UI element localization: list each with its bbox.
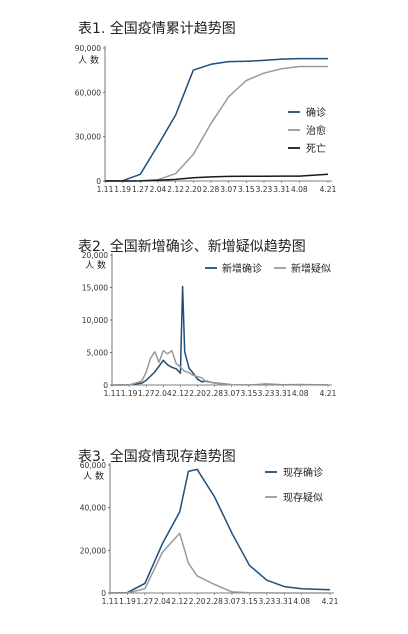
chart-current: 表3. 全国疫情现存趋势图 0 20,000 40,000 60,000 人 数 1.11… (0, 428, 408, 634)
y-tick-label: 15,000 (82, 284, 108, 293)
y-axis-label: 人 数 (85, 259, 106, 271)
y-tick-label: 30,000 (75, 133, 101, 142)
x-tick-label: 1.19 (114, 185, 131, 194)
chart-daily-new: 表2. 全国新增确诊、新增疑似趋势图 0 5,000 10,000 15,000 20,… (0, 218, 408, 418)
x-tick-label: 2.04 (154, 597, 171, 606)
series-line-2 (105, 173, 329, 182)
y-tick-label: 5,000 (87, 349, 109, 358)
y-tick-label: 0 (96, 177, 101, 186)
y-tick-label: 0 (101, 589, 106, 598)
y-tick-label: 60,000 (75, 88, 101, 97)
y-tick-label: 20,000 (80, 546, 106, 555)
x-tick-label: 3.23 (256, 185, 273, 194)
legend-label: 新增确诊 (222, 262, 262, 275)
y-tick-label: 0 (103, 381, 108, 390)
legend-label: 现存疑似 (283, 491, 323, 504)
x-tick-label: 4.21 (322, 597, 339, 606)
x-tick-label: 1.27 (132, 185, 149, 194)
x-tick-label: 1.27 (136, 597, 153, 606)
x-tick-label: 2.28 (203, 185, 220, 194)
x-tick-label: 2.04 (155, 389, 172, 398)
legend-label: 现存确诊 (283, 466, 323, 479)
x-tick-label: 3.15 (241, 597, 258, 606)
series-line-0 (104, 57, 328, 182)
y-tick-label: 10,000 (82, 316, 108, 325)
x-tick-label: 3.31 (275, 389, 292, 398)
x-tick-label: 3.31 (273, 185, 290, 194)
x-tick-label: 4.08 (291, 185, 308, 194)
x-tick-label: 1.11 (97, 185, 114, 194)
y-axis-label: 人 数 (78, 54, 99, 66)
x-tick-label: 3.07 (223, 389, 240, 398)
x-tick-label: 2.04 (150, 185, 167, 194)
x-tick-label: 2.20 (189, 389, 206, 398)
x-tick-label: 3.23 (258, 389, 275, 398)
chart-title: 表2. 全国新增确诊、新增疑似趋势图 (78, 239, 306, 255)
chart-cumulative: 表1. 全国疫情累计趋势图 0 30,000 60,000 90,000 人 数 1.11… (0, 0, 408, 200)
x-tick-label: 1.19 (121, 389, 138, 398)
series-line-0 (109, 468, 331, 594)
legend-label: 新增疑似 (291, 262, 331, 275)
x-tick-label: 2.12 (171, 597, 188, 606)
x-tick-label: 2.20 (185, 185, 202, 194)
legend-label: 治愈 (306, 124, 326, 137)
x-tick-label: 1.27 (138, 389, 155, 398)
x-tick-label: 1.11 (104, 389, 121, 398)
x-tick-label: 3.31 (276, 597, 293, 606)
x-tick-label: 4.08 (293, 597, 310, 606)
y-tick-label: 40,000 (80, 504, 106, 513)
legend-label: 死亡 (306, 142, 326, 155)
x-tick-label: 2.28 (206, 389, 223, 398)
x-tick-label: 4.08 (292, 389, 309, 398)
x-tick-label: 3.15 (238, 185, 255, 194)
x-tick-label: 4.21 (320, 389, 337, 398)
x-tick-label: 2.12 (167, 185, 184, 194)
x-tick-label: 1.19 (119, 597, 136, 606)
series-line-1 (110, 532, 330, 594)
chart-title: 表3. 全国疫情现存趋势图 (78, 449, 236, 465)
x-tick-label: 3.07 (224, 597, 241, 606)
series-line-1 (112, 349, 328, 386)
y-tick-label: 60,000 (80, 461, 106, 470)
y-tick-label: 20,000 (82, 251, 108, 260)
x-tick-label: 2.20 (189, 597, 206, 606)
x-tick-label: 2.12 (172, 389, 189, 398)
series-line-0 (111, 285, 329, 386)
x-tick-label: 1.11 (102, 597, 119, 606)
x-tick-label: 3.15 (241, 389, 258, 398)
x-tick-label: 3.07 (220, 185, 237, 194)
chart-title: 表1. 全国疫情累计趋势图 (78, 21, 236, 37)
y-tick-label: 90,000 (75, 44, 101, 53)
series-line-1 (105, 65, 328, 182)
x-tick-label: 4.21 (320, 185, 337, 194)
x-tick-label: 3.23 (258, 597, 275, 606)
y-axis-label: 人 数 (83, 470, 104, 482)
legend-label: 确诊 (306, 106, 326, 119)
x-tick-label: 2.28 (206, 597, 223, 606)
